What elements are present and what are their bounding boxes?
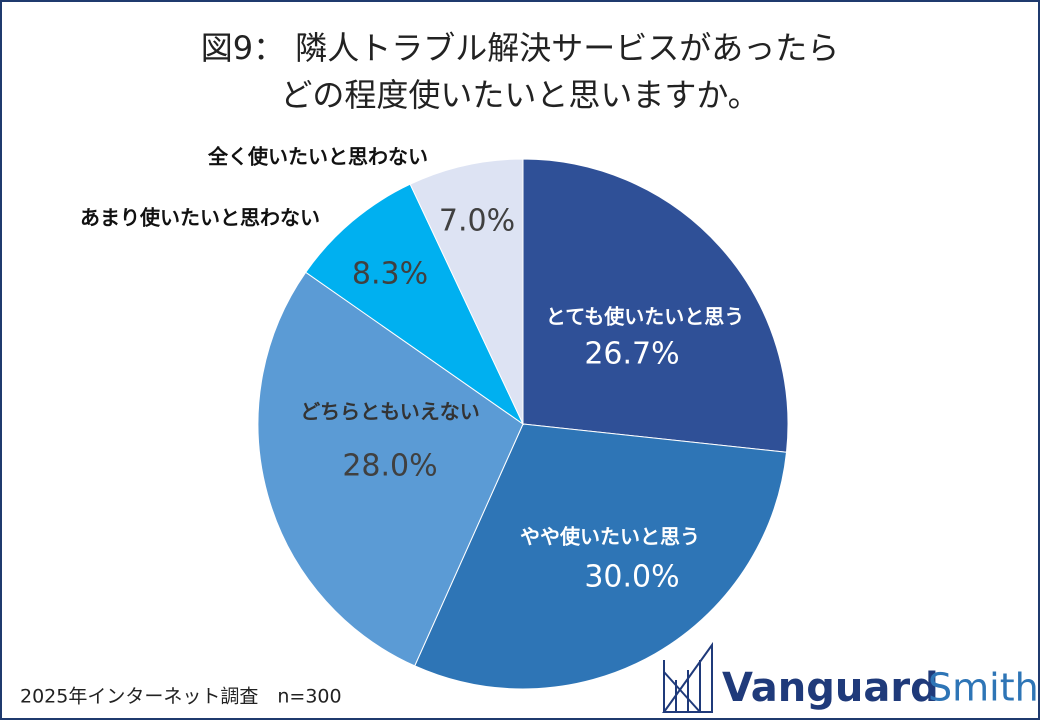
- value-label: 26.7%: [584, 337, 679, 372]
- pie-slice: [522, 158, 789, 453]
- category-label: どちらともいえない: [300, 400, 480, 424]
- category-label: あまり使いたいと思わない: [80, 206, 320, 230]
- chart-title: どの程度使いたいと思いますか。: [280, 76, 759, 114]
- logo-icon: [662, 641, 713, 713]
- pie-slice: [305, 183, 525, 426]
- footnote: 2025年インターネット調査 n=300: [20, 686, 342, 708]
- category-label: 全く使いたいと思わない: [207, 145, 428, 169]
- logo-text: Vanguard: [722, 665, 939, 711]
- pie-slice: [257, 271, 524, 667]
- value-label: 7.0%: [439, 204, 515, 239]
- pie-slice: [414, 423, 788, 690]
- pie-slice: [409, 158, 524, 425]
- category-label: やや使いたいと思う: [520, 525, 700, 549]
- logo-text: Smith: [928, 666, 1039, 710]
- value-label: 30.0%: [584, 560, 679, 595]
- value-label: 8.3%: [352, 257, 428, 292]
- value-label: 28.0%: [342, 449, 437, 484]
- category-label: とても使いたいと思う: [546, 305, 744, 329]
- chart-title: 図9： 隣人トラブル解決サービスがあったら: [201, 29, 840, 67]
